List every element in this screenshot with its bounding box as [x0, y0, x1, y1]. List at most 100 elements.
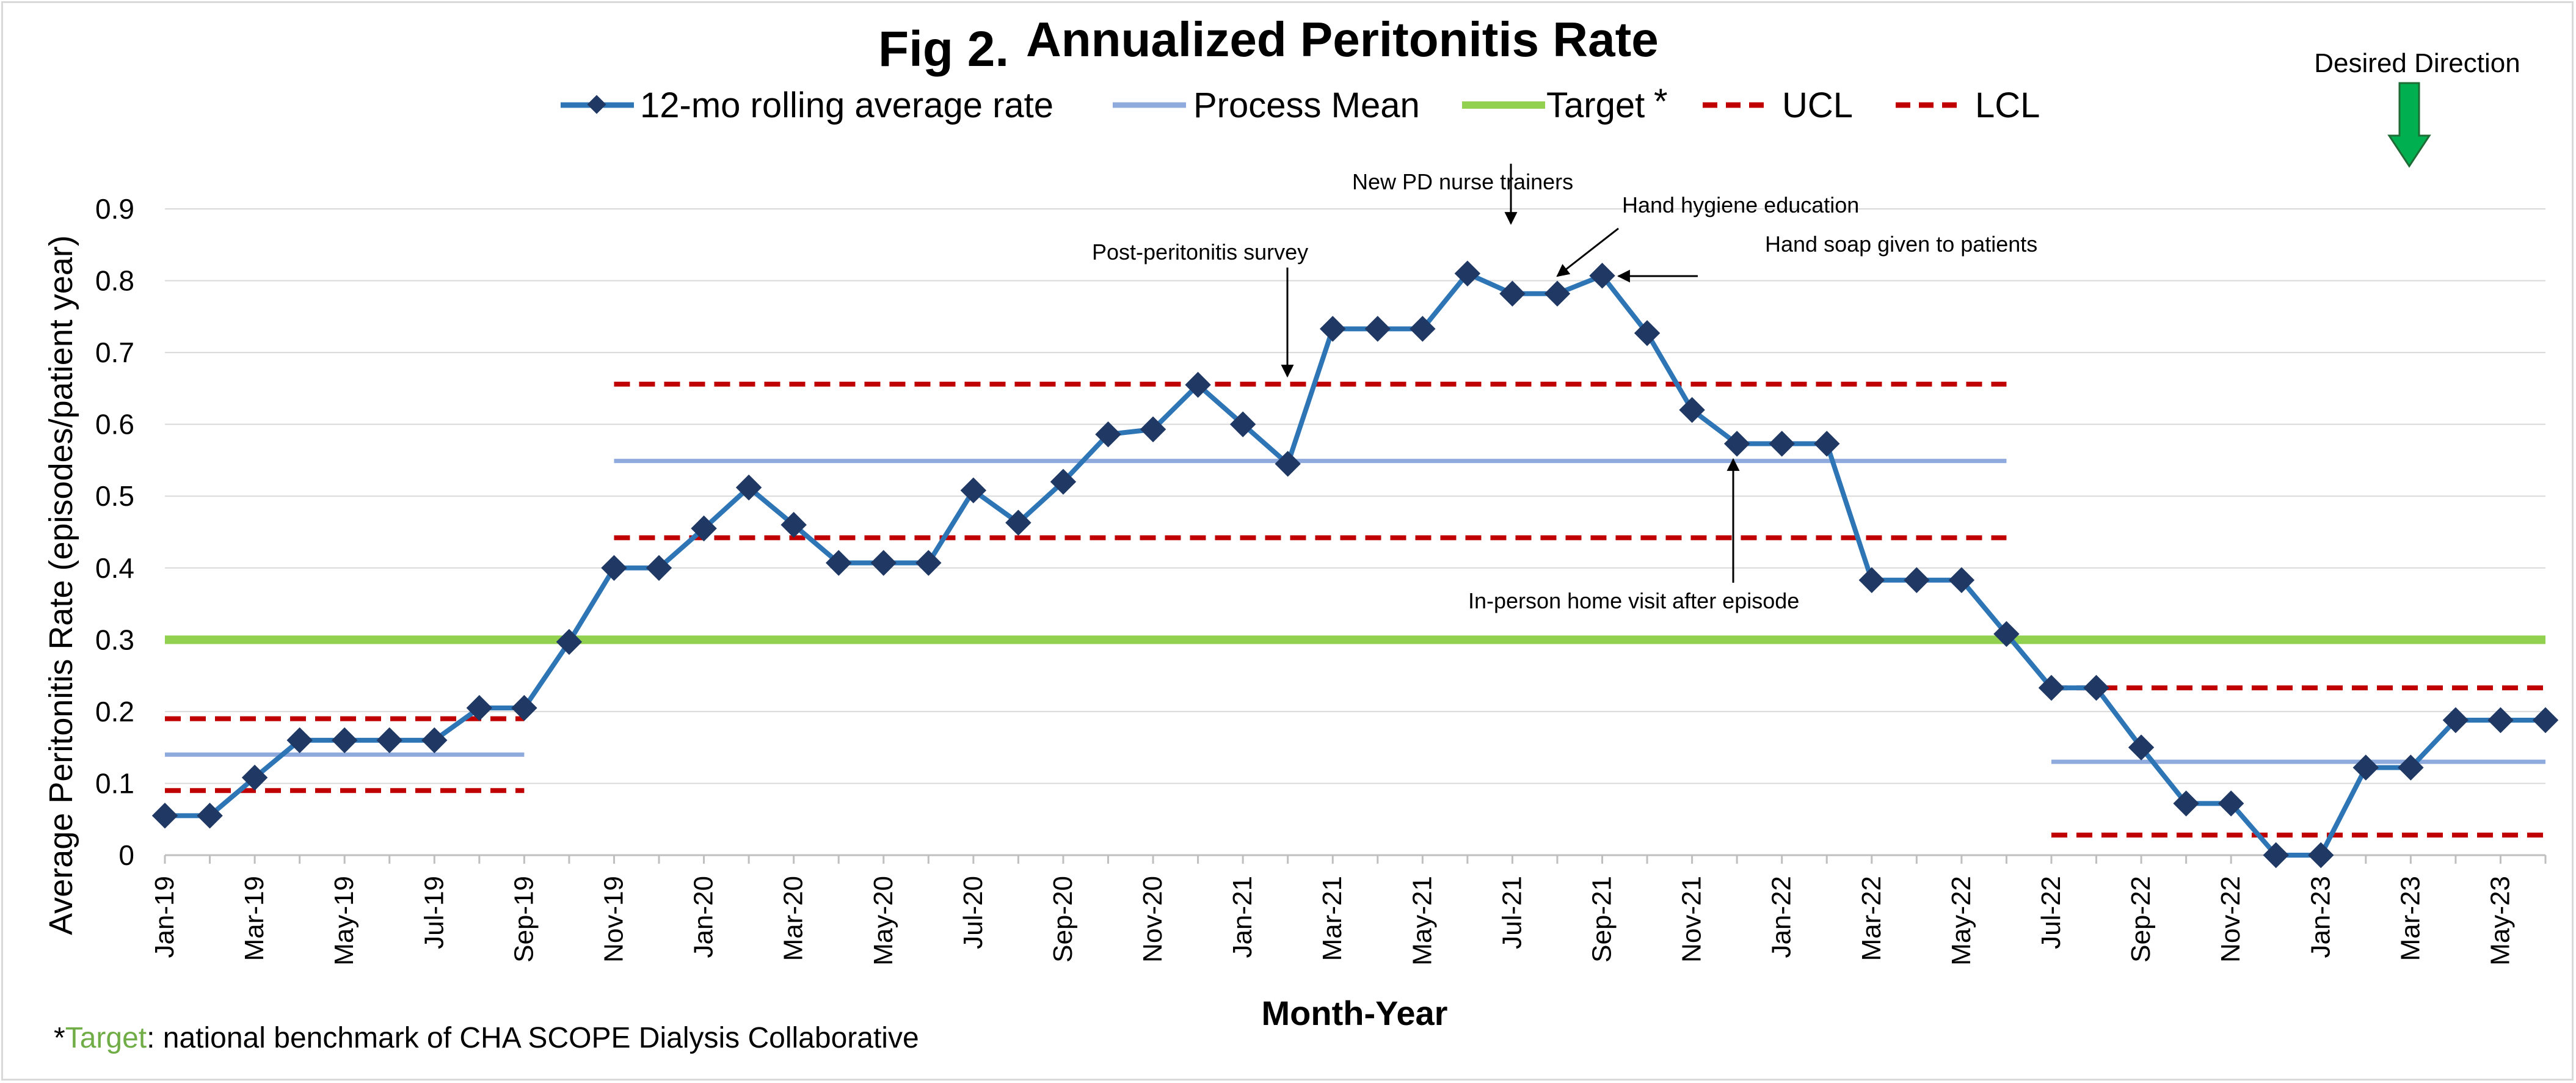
x-tick-label: Sep-22 [2126, 876, 2156, 963]
data-point [780, 512, 807, 538]
legend-label-ucl: UCL [1782, 86, 1853, 125]
x-tick-label: Nov-20 [1138, 876, 1168, 963]
data-point [1185, 371, 1211, 398]
data-point [646, 555, 672, 581]
y-tick-label: 0 [118, 839, 134, 871]
annotation-arrow-hand-hygiene-education [1556, 227, 1619, 277]
data-point [915, 550, 942, 576]
annotation-post-peritonitis-survey: Post-peritonitis survey [1092, 239, 1308, 264]
series-line [165, 271, 2545, 858]
data-point [691, 515, 717, 542]
data-point [2128, 734, 2155, 760]
legend-label-process-mean: Process Mean [1193, 86, 1420, 125]
data-point [870, 550, 897, 576]
data-point [331, 727, 358, 754]
data-point [556, 629, 583, 655]
y-tick-label: 0.8 [95, 265, 134, 297]
data-point [286, 727, 313, 754]
footnote-text: : national benchmark of CHA SCOPE Dialys… [147, 1022, 919, 1054]
data-point [2173, 790, 2199, 817]
chart-title-prefix: Fig 2. [878, 21, 1009, 77]
legend: 12-mo rolling average rate Process Mean … [561, 82, 2040, 125]
reference-lines [165, 381, 2545, 838]
data-point [197, 803, 223, 829]
data-point [1050, 469, 1077, 495]
x-tick-label: Sep-20 [1048, 876, 1078, 963]
data-point [466, 695, 493, 721]
data-point [1229, 411, 1256, 437]
data-point [2308, 842, 2334, 869]
y-tick-labels: 0 0.1 0.2 0.3 0.4 0.5 0.6 0.7 0.8 0.9 [95, 193, 134, 871]
legend-item-target: Target * [1462, 82, 1668, 125]
legend-item-ucl: UCL [1703, 86, 1853, 125]
data-point [421, 727, 448, 754]
chart-title: Annualized Peritonitis Rate [1026, 12, 1659, 67]
x-tick-label: May-19 [329, 876, 359, 966]
legend-marker-diamond [587, 95, 606, 114]
desired-direction: Desired Direction [2314, 48, 2520, 168]
x-tick-label: Jul-21 [1497, 876, 1527, 949]
x-tick-label: Jan-21 [1228, 876, 1257, 958]
data-point [1814, 431, 1840, 457]
legend-label-target: Target [1546, 86, 1645, 125]
x-tick-label: May-23 [2485, 876, 2515, 966]
data-point [2398, 754, 2424, 781]
legend-item-process-mean: Process Mean [1113, 86, 1420, 125]
gridlines [165, 208, 2545, 784]
data-point [1364, 316, 1391, 342]
series-rolling-average [151, 260, 2559, 869]
data-point [2442, 707, 2469, 734]
legend-label-rolling-average: 12-mo rolling average rate [640, 86, 1053, 125]
data-point [1320, 316, 1346, 342]
y-axis-label: Average Peritonitis Rate (episodes/patie… [43, 235, 79, 935]
x-tick-label: Jul-22 [2036, 876, 2066, 949]
data-point [601, 555, 627, 581]
legend-item-lcl: LCL [1896, 86, 2040, 125]
annotation-new-pd-nurse-trainers: New PD nurse trainers [1352, 169, 1573, 194]
data-point [1499, 280, 1526, 307]
data-point [2263, 842, 2289, 869]
data-point [376, 727, 402, 754]
x-tick-label: Nov-21 [1677, 876, 1707, 963]
data-point [2487, 707, 2514, 734]
x-tick-labels: Jan-19 Mar-19 May-19 Jul-19 Sep-19 Nov-19 Jan-… [150, 876, 2515, 966]
y-tick-label: 0.3 [95, 624, 134, 655]
x-tick-label: Nov-19 [599, 876, 628, 963]
x-tick-label: Jan-23 [2305, 876, 2335, 958]
y-tick-label: 0.6 [95, 409, 134, 440]
data-point [2352, 754, 2379, 781]
x-tick-label: Nov-22 [2216, 876, 2246, 963]
x-tick-label: Jul-20 [958, 876, 988, 949]
data-point [1095, 421, 1121, 448]
legend-label-lcl: LCL [1975, 86, 2040, 125]
x-tick-label: Mar-21 [1317, 876, 1347, 961]
legend-item-rolling-average: 12-mo rolling average rate [561, 86, 1053, 125]
y-tick-label: 0.2 [95, 696, 134, 727]
data-point [1904, 567, 1930, 593]
x-tick-label: Mar-22 [1857, 876, 1887, 961]
data-point [151, 803, 178, 829]
data-point [1858, 567, 1885, 593]
x-tick-label: May-21 [1407, 876, 1437, 966]
data-point [1544, 280, 1571, 307]
footnote-target-word: Target [65, 1022, 147, 1054]
annotation-hand-soap: Hand soap given to patients [1765, 232, 2037, 257]
x-tick-label: Mar-19 [239, 876, 269, 961]
data-point [1993, 621, 2020, 647]
annotation-in-person-home-visit: In-person home visit after episode [1468, 588, 1799, 613]
x-tick-label: May-22 [1946, 876, 1976, 966]
data-point [511, 695, 537, 721]
y-tick-label: 0.5 [95, 480, 134, 512]
data-point [735, 474, 762, 501]
data-point [2038, 674, 2065, 701]
x-tick-label: Jan-22 [1767, 876, 1797, 958]
down-arrow-icon [2387, 82, 2431, 168]
x-tick-label: Sep-19 [509, 876, 539, 963]
data-point [825, 550, 852, 576]
annotation-hand-hygiene-education: Hand hygiene education [1622, 192, 1859, 217]
x-tick-label: Jan-19 [150, 876, 180, 958]
data-point [960, 477, 987, 504]
footnote-asterisk: * [54, 1022, 65, 1054]
x-tick-label: May-20 [868, 876, 898, 966]
data-point [2083, 674, 2109, 701]
